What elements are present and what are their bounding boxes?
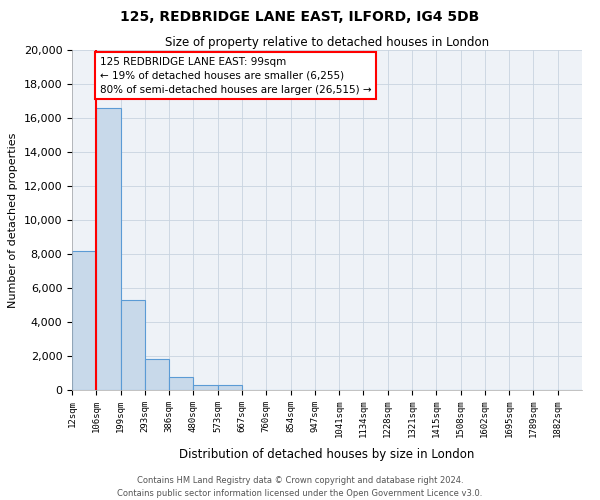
- Bar: [121, 300, 145, 390]
- Bar: [72, 250, 96, 390]
- Text: Contains HM Land Registry data © Crown copyright and database right 2024.
Contai: Contains HM Land Registry data © Crown c…: [118, 476, 482, 498]
- Bar: [169, 376, 193, 390]
- Bar: [96, 108, 121, 390]
- X-axis label: Distribution of detached houses by size in London: Distribution of detached houses by size …: [179, 448, 475, 462]
- Bar: [218, 385, 242, 390]
- Text: 125 REDBRIDGE LANE EAST: 99sqm
← 19% of detached houses are smaller (6,255)
80% : 125 REDBRIDGE LANE EAST: 99sqm ← 19% of …: [100, 57, 371, 95]
- Bar: [145, 358, 169, 390]
- Text: 125, REDBRIDGE LANE EAST, ILFORD, IG4 5DB: 125, REDBRIDGE LANE EAST, ILFORD, IG4 5D…: [121, 10, 479, 24]
- Y-axis label: Number of detached properties: Number of detached properties: [8, 132, 18, 308]
- Title: Size of property relative to detached houses in London: Size of property relative to detached ho…: [165, 36, 489, 49]
- Bar: [193, 385, 218, 390]
